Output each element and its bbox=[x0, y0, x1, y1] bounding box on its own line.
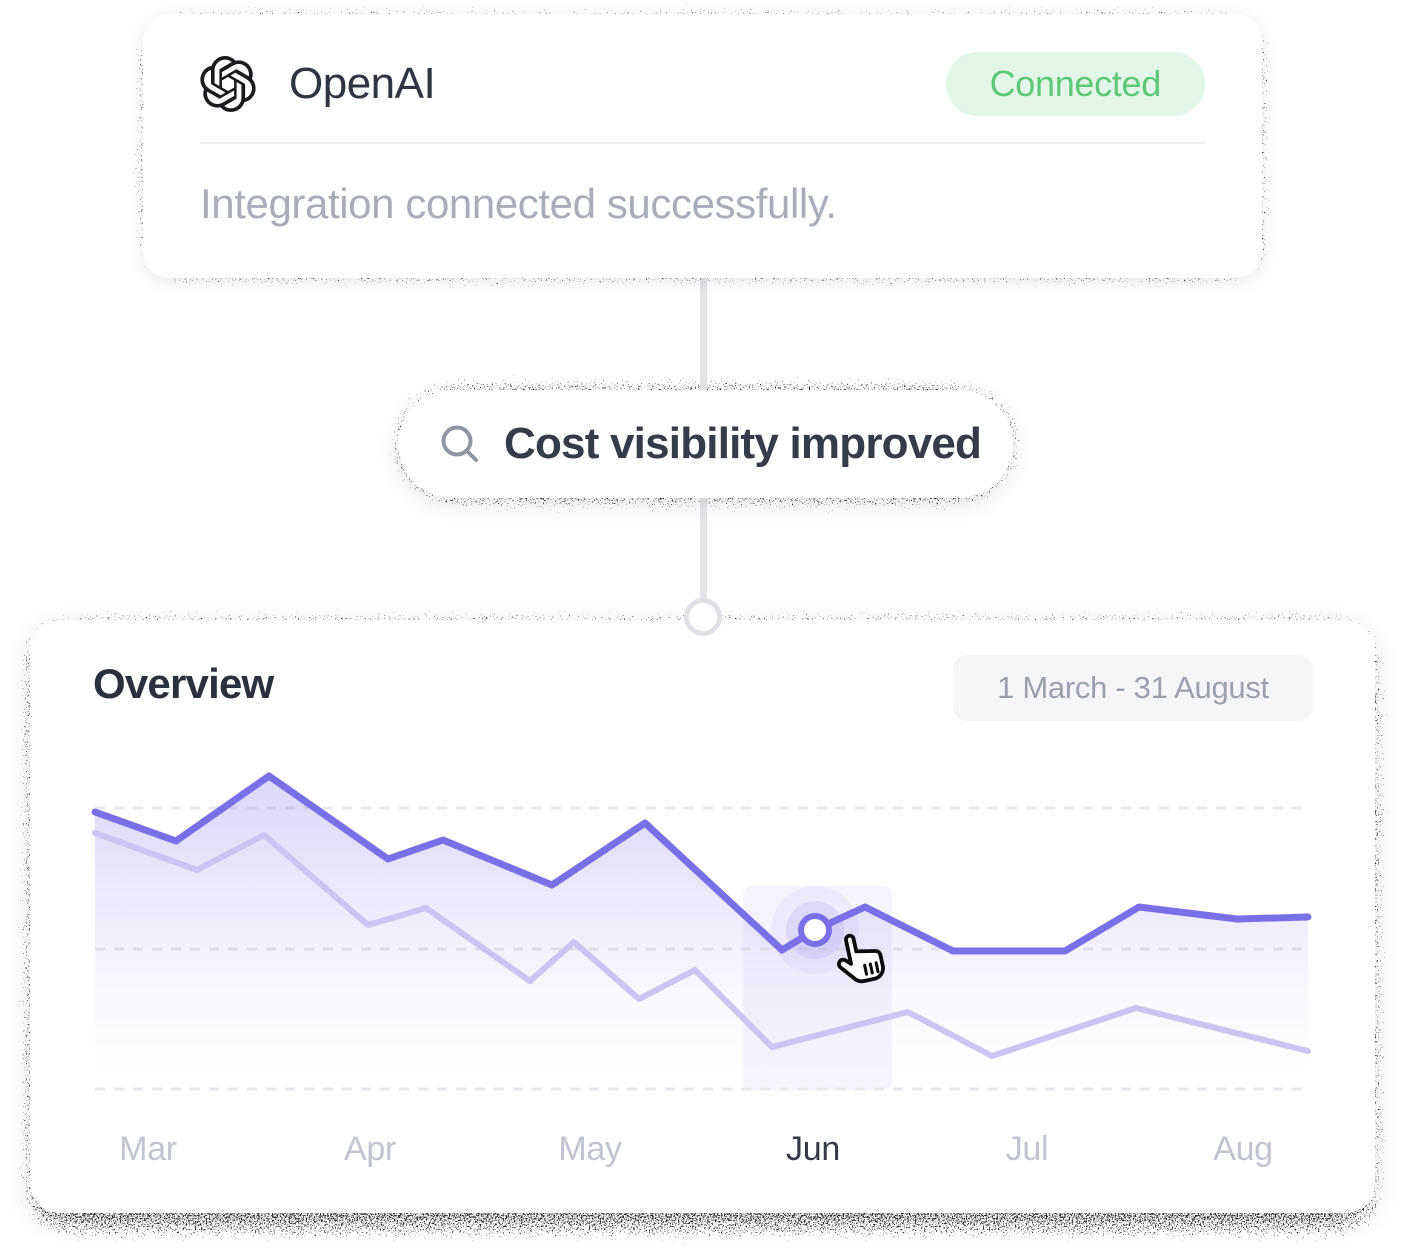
divider bbox=[200, 142, 1205, 144]
x-axis-label-mar: Mar bbox=[119, 1130, 177, 1168]
x-axis-label-jul: Jul bbox=[1005, 1130, 1049, 1168]
connector-node bbox=[684, 598, 722, 636]
date-range-badge[interactable]: 1 March - 31 August bbox=[953, 655, 1313, 721]
x-axis-label-may: May bbox=[558, 1130, 622, 1168]
integration-card: OpenAI Connected Integration connected s… bbox=[143, 14, 1262, 278]
overview-title: Overview bbox=[93, 660, 274, 707]
primary-series-area bbox=[95, 776, 1308, 1075]
status-badge: Connected bbox=[945, 52, 1205, 116]
openai-logo-icon bbox=[200, 56, 256, 112]
x-axis-label-apr: Apr bbox=[343, 1130, 397, 1168]
hover-marker[interactable] bbox=[798, 913, 832, 947]
secondary-series-line bbox=[92, 830, 1311, 1059]
search-pill-label: Cost visibility improved bbox=[504, 419, 982, 468]
integration-message: Integration connected successfully. bbox=[200, 180, 837, 227]
x-axis-label-aug: Aug bbox=[1213, 1130, 1273, 1168]
overview-card: Overview 1 March - 31 August Mar Apr May Ju… bbox=[30, 620, 1375, 1213]
x-axis-label-jun: Jun bbox=[786, 1130, 840, 1168]
area-chart bbox=[91, 772, 1312, 1091]
integration-card-header: OpenAI Connected bbox=[200, 52, 1205, 116]
primary-series-line bbox=[91, 772, 1312, 955]
search-icon bbox=[441, 425, 478, 462]
integration-title: OpenAI bbox=[289, 59, 436, 108]
search-pill[interactable]: Cost visibility improved bbox=[398, 390, 1013, 498]
pointer-cursor-icon bbox=[837, 933, 885, 984]
